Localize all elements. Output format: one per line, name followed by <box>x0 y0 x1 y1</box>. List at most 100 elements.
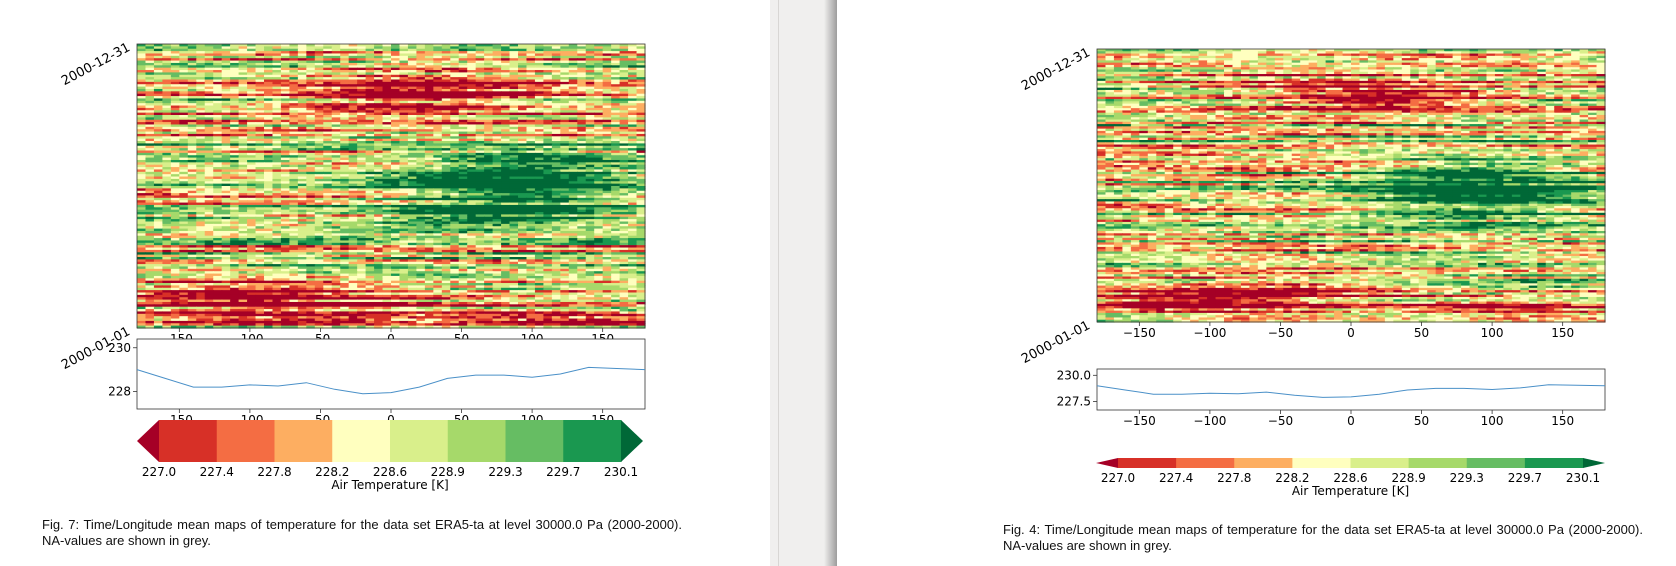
heatmap-cell <box>289 143 299 147</box>
heatmap-cell <box>137 167 147 171</box>
heatmap-cell <box>441 214 451 218</box>
heatmap-cell <box>636 96 646 100</box>
heatmap-cell <box>467 145 477 149</box>
heatmap-cell <box>475 202 485 206</box>
heatmap-cell <box>441 55 451 59</box>
heatmap-cell <box>323 62 333 66</box>
heatmap-cell <box>297 143 307 147</box>
heatmap-cell <box>382 70 392 73</box>
heatmap-cell <box>399 138 409 142</box>
heatmap-cell <box>280 167 290 171</box>
heatmap-cell <box>407 79 417 83</box>
heatmap-cell <box>602 126 612 130</box>
heatmap-cell <box>526 48 536 52</box>
heatmap-cell <box>602 74 612 78</box>
heatmap-cell <box>475 233 485 237</box>
heatmap-cell <box>137 238 147 242</box>
heatmap-cell <box>297 228 307 232</box>
heatmap-cell <box>509 150 519 154</box>
heatmap-cell <box>357 129 367 133</box>
heatmap-cell <box>280 77 290 81</box>
heatmap-cell <box>399 91 409 95</box>
heatmap-cell <box>213 98 223 102</box>
heatmap-cell <box>365 157 375 161</box>
heatmap-cell <box>501 84 511 88</box>
heatmap-cell <box>289 96 299 100</box>
heatmap-cell <box>247 174 257 178</box>
heatmap-cell <box>179 122 189 126</box>
heatmap-cell <box>204 150 214 154</box>
heatmap-cell <box>450 228 460 232</box>
heatmap-cell <box>433 148 443 152</box>
heatmap-cell <box>137 226 147 230</box>
heatmap-cell <box>221 171 231 175</box>
heatmap-cell <box>230 124 240 128</box>
heatmap-cell <box>272 53 282 57</box>
heatmap-cell <box>204 171 214 175</box>
heatmap-cell <box>399 164 409 168</box>
heatmap-cell <box>577 44 587 47</box>
heatmap-cell <box>179 112 189 116</box>
heatmap-cell <box>560 190 570 194</box>
heatmap-cell <box>323 136 333 140</box>
heatmap-cell <box>230 136 240 140</box>
heatmap-cell <box>560 214 570 218</box>
heatmap-cell <box>196 186 206 189</box>
heatmap-cell <box>619 110 629 114</box>
heatmap-cell <box>196 178 206 182</box>
heatmap-cell <box>153 157 163 161</box>
heatmap-cell <box>170 238 180 242</box>
heatmap-cell <box>424 112 434 116</box>
heatmap-cell <box>568 143 578 147</box>
heatmap-cell <box>399 70 409 73</box>
heatmap-cell <box>619 188 629 192</box>
heatmap-cell <box>458 44 468 47</box>
heatmap-cell <box>340 81 350 85</box>
heatmap-cell <box>272 122 282 126</box>
heatmap-cell <box>416 119 426 123</box>
heatmap-cell <box>247 209 257 213</box>
heatmap-cell <box>484 77 494 81</box>
heatmap-cell <box>297 226 307 230</box>
heatmap-cell <box>577 51 587 55</box>
heatmap-cell <box>340 214 350 218</box>
heatmap-cell <box>382 79 392 83</box>
heatmap-cell <box>179 230 189 234</box>
heatmap-cell <box>348 230 358 234</box>
heatmap-cell <box>187 138 197 142</box>
heatmap-cell <box>196 96 206 100</box>
heatmap-cell <box>382 103 392 107</box>
heatmap-cell <box>162 138 172 142</box>
heatmap-cell <box>357 145 367 149</box>
heatmap-cell <box>492 62 502 66</box>
heatmap-cell <box>187 136 197 140</box>
heatmap-cell <box>501 228 511 232</box>
heatmap-cell <box>560 133 570 137</box>
heatmap-cell <box>204 181 214 185</box>
heatmap-cell <box>594 228 604 232</box>
heatmap-cell <box>247 181 257 185</box>
heatmap-cell <box>272 112 282 116</box>
heatmap-cell <box>551 98 561 102</box>
heatmap-cell <box>382 138 392 142</box>
heatmap-cell <box>475 79 485 83</box>
heatmap-cell <box>323 58 333 62</box>
heatmap-cell <box>374 117 384 121</box>
heatmap-cell <box>162 174 172 178</box>
heatmap-cell <box>416 238 426 242</box>
heatmap-cell <box>264 93 274 97</box>
heatmap-cell <box>289 81 299 85</box>
heatmap-cell <box>526 53 536 57</box>
heatmap-cell <box>221 233 231 237</box>
heatmap-cell <box>619 86 629 90</box>
heatmap-cell <box>475 119 485 123</box>
heatmap-cell <box>577 181 587 185</box>
heatmap-cell <box>543 235 553 239</box>
heatmap-cell <box>306 96 316 100</box>
heatmap-cell <box>484 60 494 64</box>
heatmap-cell <box>213 152 223 156</box>
heatmap-cell <box>331 238 341 242</box>
heatmap-cell <box>272 226 282 230</box>
heatmap-cell <box>374 209 384 213</box>
heatmap-cell <box>247 143 257 147</box>
